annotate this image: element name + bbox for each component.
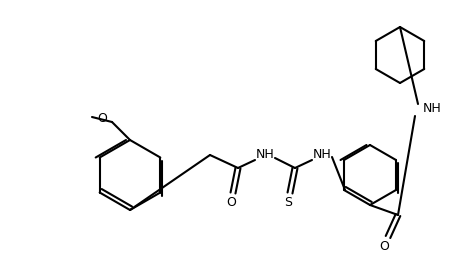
Text: NH: NH	[256, 149, 274, 162]
Text: NH: NH	[313, 149, 332, 162]
Text: O: O	[97, 112, 107, 125]
Text: NH: NH	[423, 101, 442, 115]
Text: O: O	[226, 196, 236, 209]
Text: S: S	[284, 196, 292, 209]
Text: O: O	[379, 240, 389, 254]
